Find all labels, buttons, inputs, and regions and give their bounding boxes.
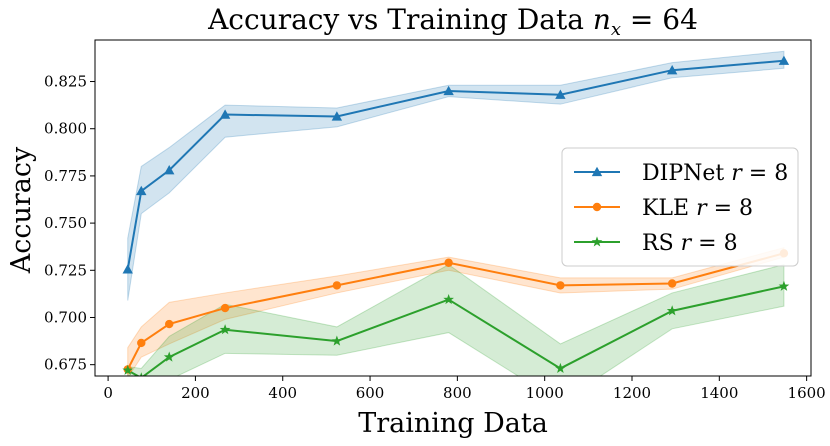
y-tick-label: 0.675 <box>44 356 87 374</box>
dipnet-data-point <box>555 89 566 99</box>
rs-data-point <box>139 372 143 376</box>
dipnet-data-point <box>443 85 454 96</box>
x-tick-label: 1400 <box>700 384 738 402</box>
chart-title: Accuracy vs Training Data nx = 64 <box>207 3 698 40</box>
x-tick-label: 1600 <box>788 384 826 402</box>
plot-frame <box>94 39 812 377</box>
rs-data-point <box>555 362 566 373</box>
legend-rs-marker <box>591 236 603 247</box>
x-tick-label: 1000 <box>526 384 564 402</box>
x-tick-label: 200 <box>181 384 210 402</box>
x-tick-label: 800 <box>443 384 472 402</box>
rs-data-point <box>219 324 231 335</box>
x-axis-ticks: 0 200 400 600 800 1000 1200 1400 1600 <box>103 376 826 402</box>
dipnet-confidence-band <box>127 50 785 301</box>
x-tick-label: 400 <box>268 384 297 402</box>
kle-data-point <box>444 258 453 267</box>
kle-data-point <box>220 303 230 313</box>
dipnet-data-point <box>778 55 790 65</box>
rs-data-point <box>163 351 175 362</box>
y-axis-label: Accuracy <box>6 146 37 274</box>
dipnet-data-point <box>122 264 133 274</box>
x-axis-label: Training Data <box>358 408 548 439</box>
y-tick-label: 0.750 <box>44 214 87 232</box>
legend-box <box>561 147 799 267</box>
y-tick-label: 0.725 <box>44 261 87 279</box>
y-tick-label: 0.800 <box>44 120 87 138</box>
x-tick-label: 1200 <box>613 384 651 402</box>
kle-data-point <box>137 338 146 348</box>
dipnet-data-point <box>219 109 231 119</box>
rs-data-point <box>331 335 343 346</box>
y-tick-label: 0.775 <box>44 167 87 185</box>
x-tick-label: 0 <box>103 384 113 402</box>
dipnet-data-point <box>666 65 678 75</box>
legend-dipnet-label: DIPNet r = 8 <box>642 161 788 186</box>
rs-data-point <box>443 293 454 305</box>
kle-data-point <box>332 281 342 290</box>
kle-data-point <box>556 281 565 290</box>
rs-data-point <box>778 280 790 291</box>
y-tick-label: 0.700 <box>44 308 87 326</box>
legend-kle-label: KLE r = 8 <box>642 196 753 221</box>
rs-data-point <box>122 364 134 375</box>
legend-dipnet-marker <box>591 166 603 177</box>
dipnet-data-point <box>164 165 175 175</box>
rs-data-point <box>666 305 678 316</box>
x-tick-label: 600 <box>356 384 385 402</box>
series-markers <box>122 55 790 376</box>
dipnet-data-point <box>331 111 343 121</box>
legend-kle-marker <box>592 202 602 212</box>
legend: DIPNet r = 8 KLE r = 8 RS r = 8 <box>561 147 799 267</box>
kle-data-point <box>165 319 174 329</box>
kle-data-point <box>667 279 677 288</box>
y-axis-ticks: 0.675 0.700 0.725 0.750 0.775 0.800 0.825 <box>44 73 95 374</box>
y-tick-label: 0.825 <box>44 73 87 91</box>
legend-rs-label: RS r = 8 <box>642 231 738 256</box>
dipnet-data-point <box>136 185 147 196</box>
